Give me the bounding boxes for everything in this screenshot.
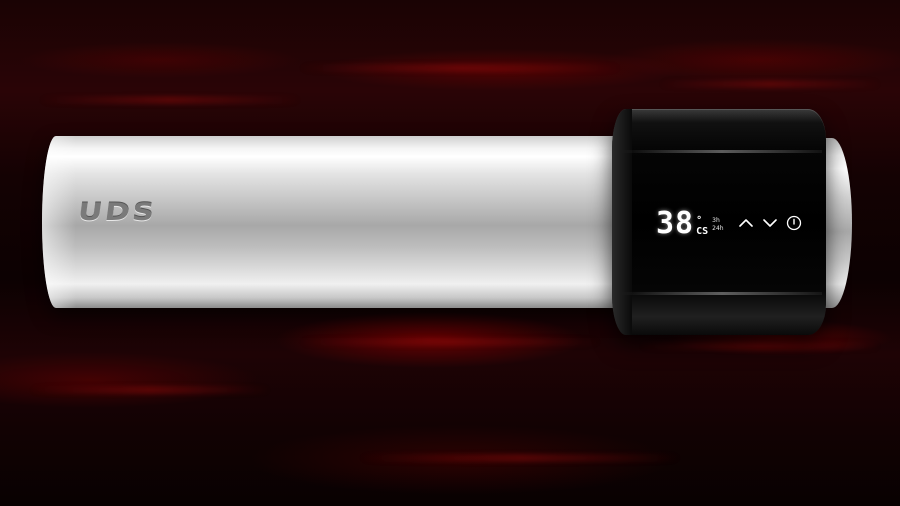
ring-highlight bbox=[622, 150, 822, 153]
background-streak bbox=[30, 386, 270, 394]
mode-indicator-bottom: 24h bbox=[712, 225, 724, 232]
mode-indicator-top: 3h bbox=[712, 217, 720, 224]
water-heater-body bbox=[42, 136, 642, 308]
control-ring bbox=[612, 109, 826, 335]
ring-highlight bbox=[622, 292, 822, 295]
unit-top: ° bbox=[696, 215, 703, 226]
background-streak bbox=[300, 64, 620, 72]
background-streak bbox=[640, 342, 880, 350]
touch-controls bbox=[737, 214, 803, 232]
temperature-unit: ° CS bbox=[696, 215, 708, 237]
temperature-value: 38 bbox=[656, 206, 695, 241]
background-streak bbox=[300, 338, 600, 346]
background-streak bbox=[360, 454, 680, 462]
brand-logo: UDS bbox=[76, 198, 159, 226]
mode-indicators: 3h 24h bbox=[712, 217, 723, 233]
unit-bottom: CS bbox=[696, 226, 709, 237]
chevron-down-icon[interactable] bbox=[761, 214, 779, 232]
temperature-display: 38 ° CS 3h 24h bbox=[656, 204, 724, 244]
control-ring-edge bbox=[612, 109, 632, 335]
chevron-up-icon[interactable] bbox=[737, 214, 755, 232]
background-streak bbox=[40, 96, 300, 104]
power-icon[interactable] bbox=[785, 214, 803, 232]
background-streak bbox=[660, 80, 880, 88]
